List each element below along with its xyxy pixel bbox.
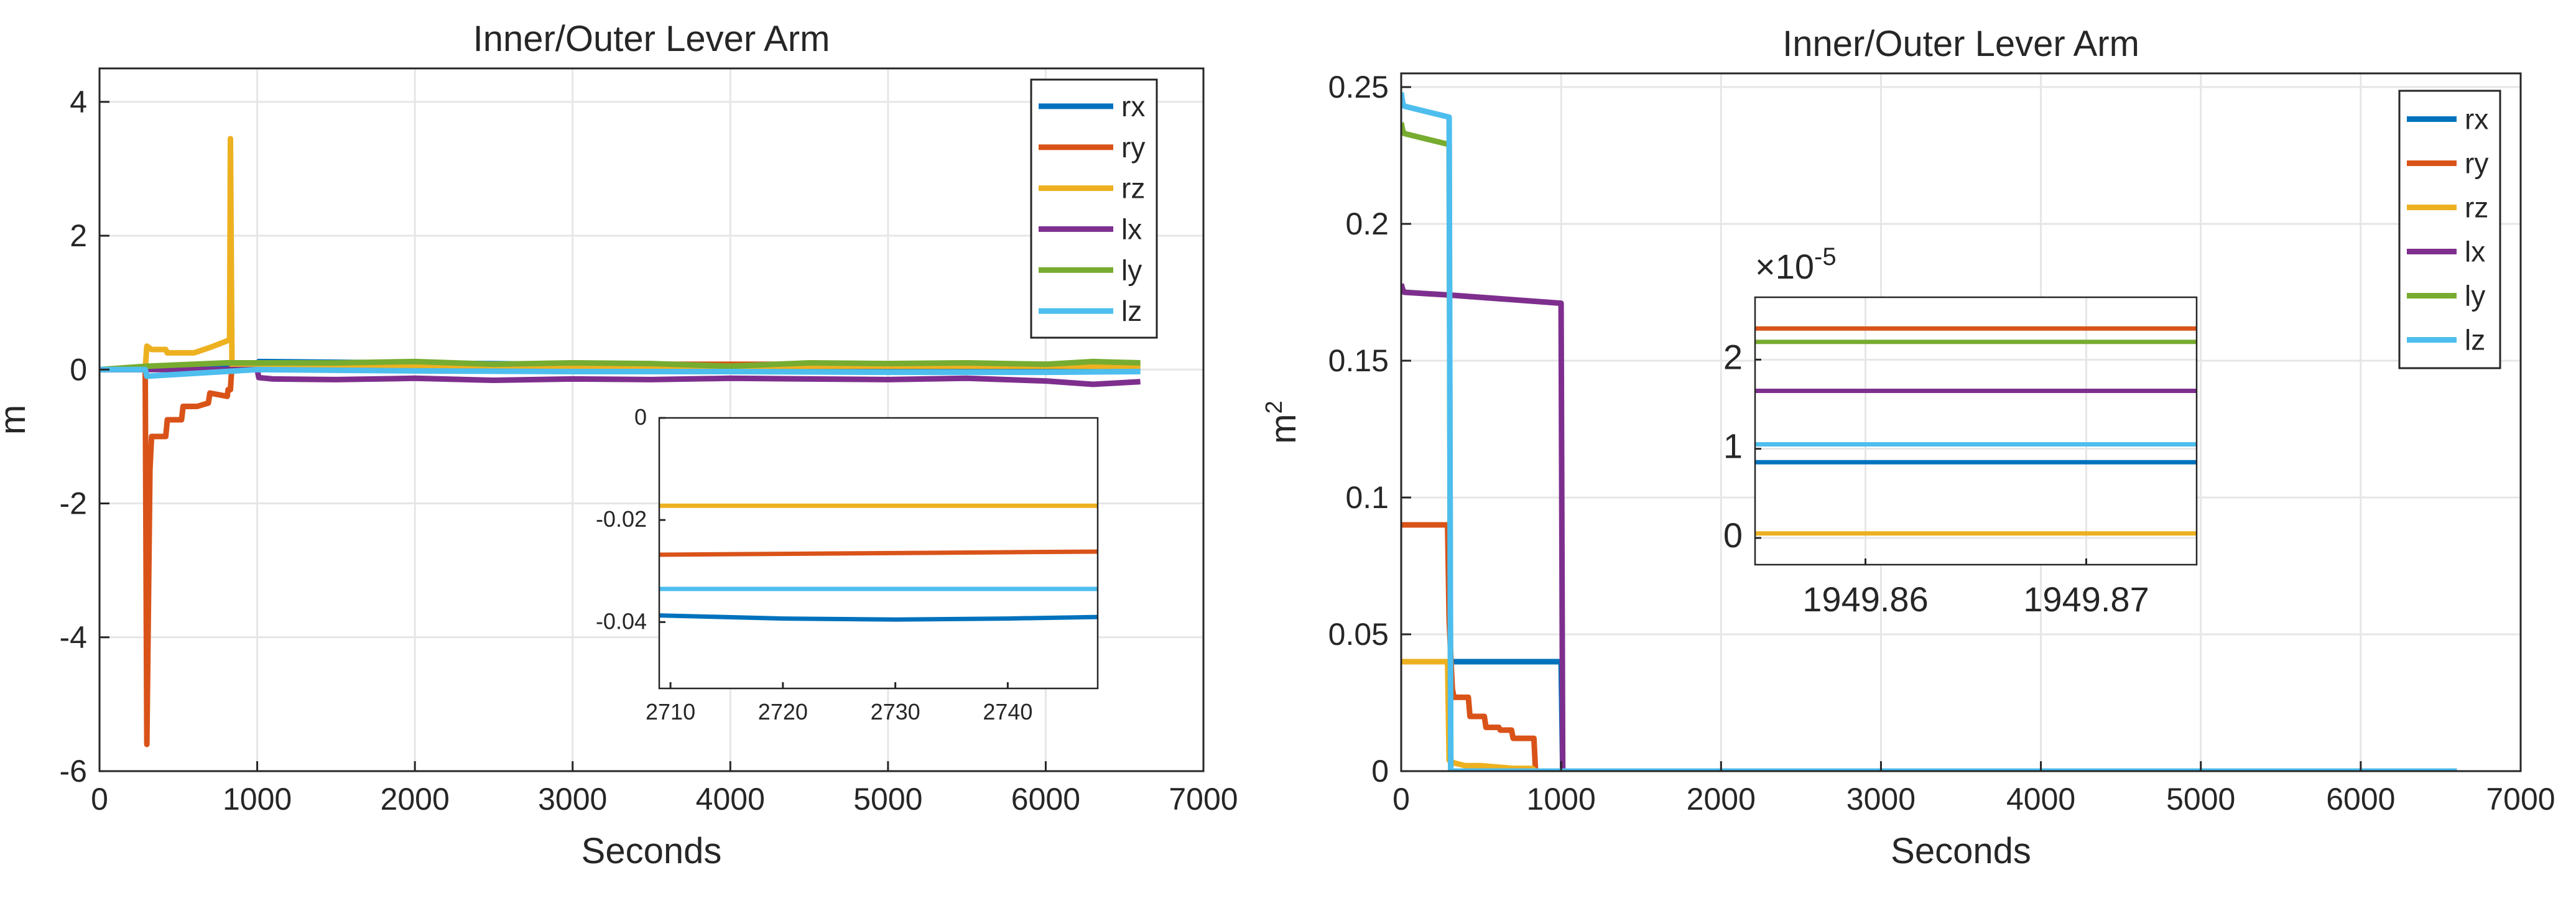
y-axis-label: m2	[1261, 400, 1304, 443]
series-group	[1401, 92, 2457, 771]
legend-box	[2398, 90, 2501, 369]
chart-2: 0 1000 2000 3000 4000 5000 6000 7000 0 0.05 0.1 0.1…	[1261, 24, 2555, 871]
x-tick-label: 5000	[853, 782, 922, 817]
inset-x-tick-label: 1949.86	[1802, 580, 1928, 619]
series-line-lx	[100, 366, 1141, 387]
inset-x-tick-label: 2720	[758, 699, 808, 724]
inset-series-line-ry	[659, 549, 1098, 557]
y-axis-label: m	[0, 405, 33, 435]
y-tick-label: 4	[70, 85, 87, 119]
x-tick-label: 1000	[223, 782, 292, 817]
inset-series-line-rx	[659, 613, 1098, 622]
x-tick-label: 4000	[2006, 782, 2075, 817]
series-line-ly	[100, 358, 1141, 373]
legend-label-rx: rx	[2465, 103, 2488, 136]
legend: rx ry rz lx ly lz	[2398, 90, 2501, 369]
inset-x-tick-label: 2710	[646, 699, 695, 724]
y-tick-label: -2	[60, 486, 87, 521]
y-tick-label: 0.25	[1328, 70, 1389, 104]
inset-y-tick-label: -0.02	[596, 506, 647, 532]
x-tick-label: 3000	[538, 782, 607, 817]
y-tick-label: 0.15	[1328, 343, 1389, 378]
y-tick-label: 0	[1371, 754, 1389, 789]
x-tick-label: 0	[1392, 782, 1410, 817]
legend-label-ry: ry	[2465, 147, 2488, 180]
y-axis-label-superscript: 2	[1261, 400, 1287, 414]
chart-title: Inner/Outer Lever Arm	[1782, 24, 2139, 64]
x-tick-label: 7000	[1169, 782, 1238, 817]
chart-1: 0 1000 2000 3000 4000 5000 6000 7000 -6 -4 -2 0 2 4 In…	[0, 19, 1238, 871]
inset-frame	[1754, 296, 2198, 566]
inset-x-tick-label: 2730	[871, 699, 920, 724]
y-tick-label: 0.2	[1345, 206, 1389, 241]
y-tick-label: 0	[70, 352, 87, 387]
x-tick-label: 1000	[1527, 782, 1596, 817]
inset-background	[1755, 297, 2197, 565]
x-tick-label: 2000	[1687, 782, 1756, 817]
legend-label-ly: ly	[1121, 254, 1142, 286]
inset-y-tick-label: 1	[1723, 427, 1743, 466]
series-line-ry	[100, 361, 1141, 748]
legend-box	[1030, 78, 1158, 339]
x-tick-label: 3000	[1846, 782, 1916, 817]
inset-series-group	[1755, 326, 2197, 536]
legend-label-lx: lx	[2465, 236, 2485, 268]
y-tick-label: -6	[60, 754, 87, 789]
x-tick-label: 0	[91, 782, 108, 817]
x-tick-label: 4000	[696, 782, 765, 817]
x-tick-label: 7000	[2486, 782, 2555, 817]
inset-x-tick-label: 2740	[983, 699, 1032, 724]
legend: rx ry rz lx ly lz	[1030, 78, 1158, 339]
legend-label-lz: lz	[2465, 324, 2485, 356]
y-tick-label: 0.1	[1345, 480, 1389, 515]
x-axis-label: Seconds	[581, 831, 722, 871]
plot-frame	[98, 67, 1205, 772]
series-line-ly	[1401, 122, 2457, 771]
series-line-lz	[100, 366, 1141, 379]
y-tick-label: 2	[70, 218, 87, 253]
inset-y-tick-label: 0	[1723, 516, 1743, 555]
x-tick-label: 5000	[2166, 782, 2235, 817]
inset-series-group	[659, 503, 1098, 622]
series-group	[100, 136, 1141, 748]
y-tick-label: -4	[60, 620, 87, 655]
x-tick-label: 6000	[2326, 782, 2395, 817]
legend-label-lz: lz	[1121, 295, 1142, 327]
legend-label-rz: rz	[1121, 172, 1145, 205]
legend-label-rx: rx	[1121, 90, 1145, 123]
plot-frame	[1400, 72, 2522, 772]
x-axis-label: Seconds	[1891, 831, 2031, 871]
chart-title: Inner/Outer Lever Arm	[473, 19, 830, 59]
series-line-lz	[1401, 92, 2457, 771]
series-line-rz	[100, 136, 1141, 373]
x-tick-label: 2000	[381, 782, 450, 817]
inset-x-tick-label: 1949.87	[2023, 580, 2149, 619]
legend-label-rz: rz	[2465, 192, 2488, 224]
inset-y-tick-label: 0	[634, 404, 647, 430]
inset-chart: 2710 2720 2730 2740 0 -0.02 -0.04	[596, 404, 1099, 724]
y-tick-label: 0.05	[1328, 617, 1389, 652]
inset-frame	[658, 417, 1099, 690]
legend-label-lx: lx	[1121, 213, 1142, 245]
inset-exponent-power: -5	[1814, 243, 1837, 271]
inset-y-tick-label: -0.04	[596, 608, 647, 634]
legend-label-ly: ly	[2465, 280, 2485, 312]
x-tick-label: 6000	[1011, 782, 1080, 817]
legend-label-ry: ry	[1121, 131, 1145, 164]
inset-y-tick-label: 2	[1723, 337, 1743, 376]
